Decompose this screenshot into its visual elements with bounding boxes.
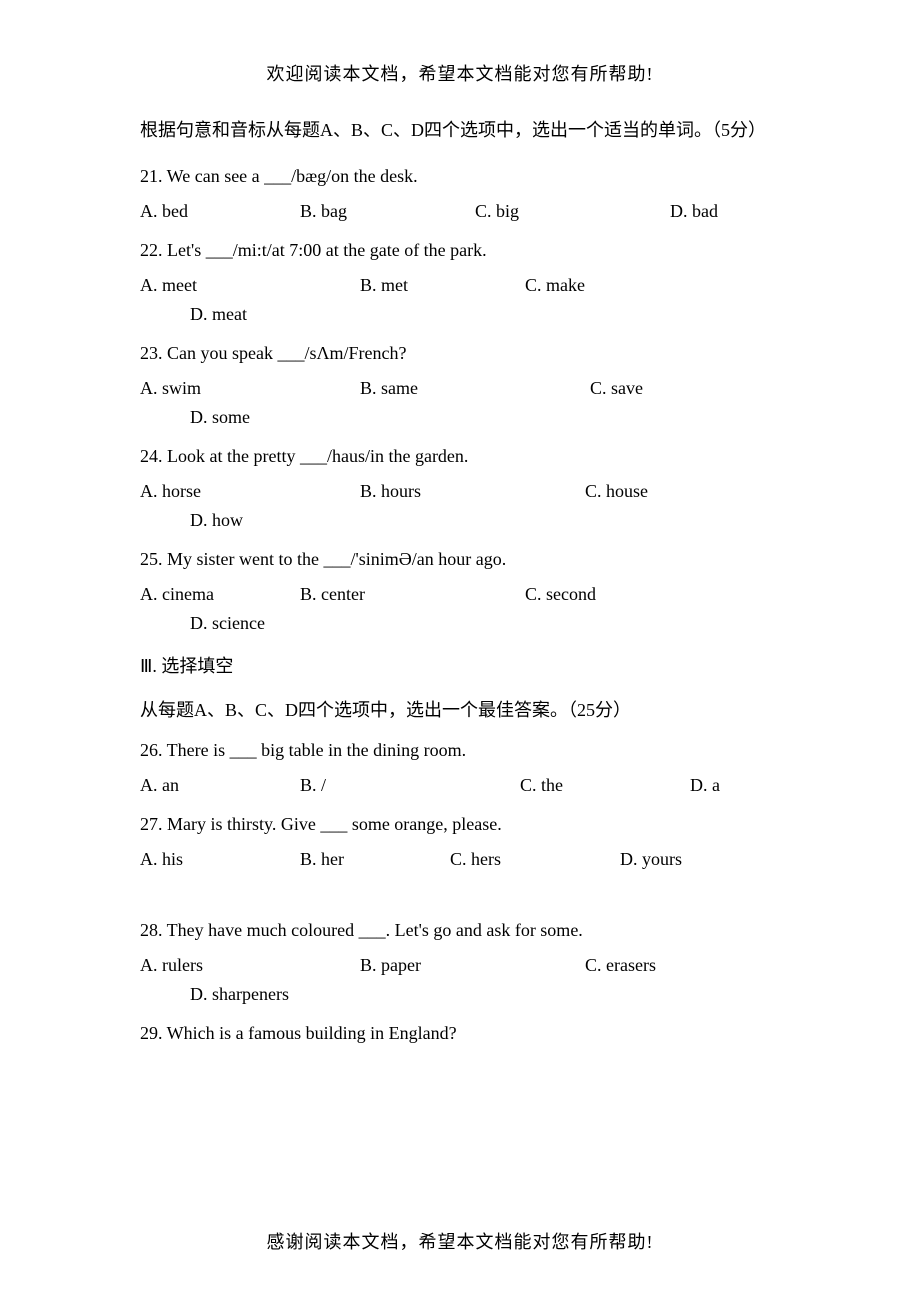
option-28-c: C. erasers xyxy=(585,955,656,976)
option-23-c: C. save xyxy=(590,378,643,399)
section-instructions-1: 根据句意和音标从每题A、B、C、D四个选项中，选出一个适当的单词。（5分） xyxy=(140,114,780,146)
option-25-c: C. second xyxy=(525,584,596,605)
question-23-options: A. swim B. same C. save xyxy=(140,378,780,399)
question-22-options-line2: D. meat xyxy=(140,304,780,325)
option-27-a: A. his xyxy=(140,849,300,870)
option-26-a: A. an xyxy=(140,775,300,796)
question-24: 24. Look at the pretty ___/haus/in the g… xyxy=(140,446,780,467)
question-22: 22. Let's ___/mi:t/at 7:00 at the gate o… xyxy=(140,240,780,261)
option-25-d: D. science xyxy=(140,613,265,634)
option-28-b: B. paper xyxy=(360,955,585,976)
option-22-d: D. meat xyxy=(140,304,247,325)
question-25-options: A. cinema B. center C. second xyxy=(140,584,780,605)
question-23-options-line2: D. some xyxy=(140,407,780,428)
option-25-a: A. cinema xyxy=(140,584,300,605)
option-26-c: C. the xyxy=(520,775,690,796)
option-27-d: D. yours xyxy=(620,849,682,870)
option-23-b: B. same xyxy=(360,378,590,399)
option-22-a: A. meet xyxy=(140,275,360,296)
question-21-options: A. bed B. bag C. big D. bad xyxy=(140,201,780,222)
question-28: 28. They have much coloured ___. Let's g… xyxy=(140,920,780,941)
question-25-options-line2: D. science xyxy=(140,613,780,634)
question-28-options-line2: D. sharpeners xyxy=(140,984,780,1005)
question-23: 23. Can you speak ___/sΛm/French? xyxy=(140,343,780,364)
option-28-d: D. sharpeners xyxy=(140,984,289,1005)
option-21-c: C. big xyxy=(475,201,670,222)
option-24-a: A. horse xyxy=(140,481,360,502)
option-24-b: B. hours xyxy=(360,481,585,502)
option-26-b: B. / xyxy=(300,775,520,796)
option-24-d: D. how xyxy=(140,510,243,531)
footer-message: 感谢阅读本文档，希望本文档能对您有所帮助! xyxy=(0,1228,920,1254)
option-22-b: B. met xyxy=(360,275,525,296)
option-27-c: C. hers xyxy=(450,849,620,870)
section-instructions-2: 从每题A、B、C、D四个选项中，选出一个最佳答案。（25分） xyxy=(140,696,780,722)
option-25-b: B. center xyxy=(300,584,525,605)
question-28-options: A. rulers B. paper C. erasers xyxy=(140,955,780,976)
question-22-options: A. meet B. met C. make xyxy=(140,275,780,296)
option-23-a: A. swim xyxy=(140,378,360,399)
option-21-b: B. bag xyxy=(300,201,475,222)
question-29: 29. Which is a famous building in Englan… xyxy=(140,1023,780,1044)
option-26-d: D. a xyxy=(690,775,720,796)
question-26-options: A. an B. / C. the D. a xyxy=(140,775,780,796)
question-26: 26. There is ___ big table in the dining… xyxy=(140,740,780,761)
option-21-d: D. bad xyxy=(670,201,718,222)
option-28-a: A. rulers xyxy=(140,955,360,976)
option-22-c: C. make xyxy=(525,275,585,296)
section-3-header: Ⅲ. 选择填空 xyxy=(140,652,780,678)
question-21: 21. We can see a ___/bæg/on the desk. xyxy=(140,166,780,187)
question-24-options-line2: D. how xyxy=(140,510,780,531)
question-25: 25. My sister went to the ___/'sinimƏ/an… xyxy=(140,549,780,570)
option-21-a: A. bed xyxy=(140,201,300,222)
header-message: 欢迎阅读本文档，希望本文档能对您有所帮助! xyxy=(140,60,780,86)
question-27: 27. Mary is thirsty. Give ___ some orang… xyxy=(140,814,780,835)
question-27-options: A. his B. her C. hers D. yours xyxy=(140,849,780,870)
option-23-d: D. some xyxy=(140,407,250,428)
option-24-c: C. house xyxy=(585,481,648,502)
option-27-b: B. her xyxy=(300,849,450,870)
question-24-options: A. horse B. hours C. house xyxy=(140,481,780,502)
